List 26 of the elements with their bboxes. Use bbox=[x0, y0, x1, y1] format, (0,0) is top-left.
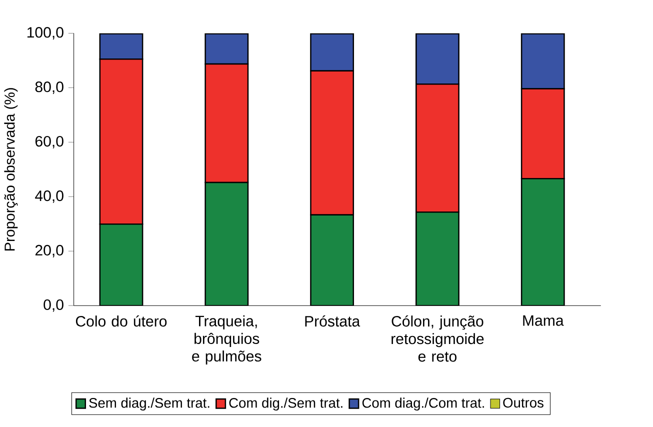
legend-label: Outros bbox=[503, 398, 544, 408]
bar bbox=[99, 33, 144, 60]
bar bbox=[416, 33, 460, 85]
legend-label: Com diag./Com trat. bbox=[362, 398, 484, 410]
x-tick-label: Próstata bbox=[305, 315, 360, 326]
y-tick-label: 40,0 bbox=[35, 190, 64, 203]
bar bbox=[416, 211, 460, 306]
y-tick-label: 80,0 bbox=[35, 81, 64, 94]
bar bbox=[520, 178, 565, 306]
bar bbox=[204, 182, 249, 306]
legend-label: Sem diag./Sem trat. bbox=[89, 398, 210, 410]
x-tick-label: Cólon, junção retossigmoide e reto bbox=[392, 315, 484, 362]
x-tick-label: Mama bbox=[523, 315, 564, 326]
y-tick-label: 100,0 bbox=[27, 26, 64, 40]
bar bbox=[99, 223, 144, 306]
y-axis-title: Proporção observada (%) bbox=[4, 88, 18, 250]
bar bbox=[204, 33, 249, 65]
bar bbox=[310, 33, 354, 72]
x-tick-label: Traqueia, brônquios e pulmões bbox=[192, 315, 262, 364]
y-tick-label: 20,0 bbox=[35, 244, 64, 258]
x-tick-label: Colo do útero bbox=[76, 315, 167, 326]
legend-label: Com dig./Sem trat. bbox=[229, 398, 342, 410]
bar bbox=[520, 33, 565, 90]
y-tick-label: 0,0 bbox=[44, 299, 64, 312]
bar bbox=[310, 214, 354, 306]
y-tick-label: 60,0 bbox=[35, 136, 64, 148]
